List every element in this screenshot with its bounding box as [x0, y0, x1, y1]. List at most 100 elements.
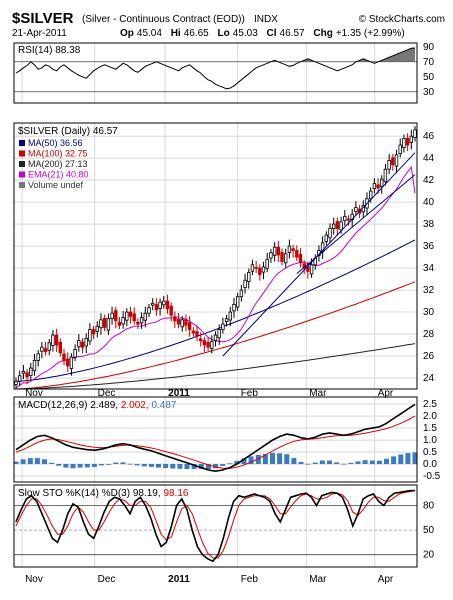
- chart-symbol: $SILVER: [12, 10, 74, 27]
- candle-body: [265, 258, 269, 269]
- price-tick-label: 36: [423, 241, 435, 252]
- candle-body: [343, 215, 347, 221]
- hi-label: Hi: [171, 28, 181, 39]
- macd-histogram-bar: [319, 460, 325, 465]
- sto-k-line: [15, 489, 416, 563]
- candle-body: [125, 311, 129, 321]
- exchange-label: INDX: [254, 14, 278, 25]
- price-tick-label: 44: [423, 153, 435, 164]
- candle-body: [21, 370, 26, 374]
- rsi-line: [15, 47, 416, 90]
- candle-body: [398, 144, 402, 155]
- cl-value: 46.57: [280, 28, 305, 39]
- candle-body: [287, 245, 292, 253]
- macd-histogram-bar: [405, 453, 411, 464]
- macd-signal-value: 2.002,: [121, 400, 152, 411]
- macd-panel: MACD(12,26,9) 2.489, 2.002, 0.487 2.52.01…: [13, 396, 441, 483]
- trend-line: [222, 152, 416, 357]
- x-tick-label: 2011: [168, 574, 190, 585]
- macd-histogram-bar: [49, 462, 55, 464]
- candle-body: [139, 317, 144, 324]
- macd-histogram-bar: [163, 464, 169, 469]
- candle-body: [110, 312, 114, 320]
- brand-label: © StockCharts.com: [359, 14, 445, 25]
- legend-label: EMA(21) 40.80: [28, 170, 89, 180]
- macd-histogram-bar: [91, 464, 97, 467]
- candle-body: [309, 264, 314, 275]
- candle-body: [202, 340, 207, 346]
- candle-body: [376, 184, 380, 189]
- sto-tick-label: 50: [423, 525, 435, 536]
- candle-body: [247, 272, 251, 282]
- candle-body: [180, 319, 184, 328]
- trend-line: [296, 174, 416, 274]
- price-x-tick-label: Nov: [25, 388, 43, 399]
- candle-body: [272, 246, 277, 256]
- macd-histogram-bar: [77, 464, 83, 468]
- macd-histogram-bar: [213, 464, 218, 469]
- chart-name: (Silver - Continuous Contract (EOD)): [82, 14, 245, 25]
- legend-swatch: [19, 171, 25, 178]
- candle-body: [383, 168, 388, 183]
- panel-frame: [13, 42, 418, 104]
- macd-histogram-bar: [312, 462, 318, 464]
- macd-histogram-bar: [156, 464, 161, 468]
- sto-k-value: 98.19,: [133, 488, 164, 499]
- macd-line: [15, 403, 416, 473]
- macd-value: 2.489,: [90, 400, 121, 411]
- candle-body: [191, 330, 195, 334]
- macd-histogram-bar: [63, 464, 69, 468]
- macd-histogram-bar: [177, 464, 183, 469]
- candle-body: [47, 342, 51, 351]
- macd-histogram-bar: [398, 454, 404, 465]
- macd-histogram-bar: [369, 460, 375, 465]
- macd-tick-label: 1.5: [423, 423, 437, 434]
- candle-body: [217, 329, 221, 339]
- candle-body: [40, 346, 44, 352]
- macd-tick-label: 1.0: [423, 435, 437, 446]
- candle-body: [394, 154, 399, 167]
- candle-body: [132, 313, 136, 322]
- candle-body: [176, 319, 181, 325]
- sto-d-line: [15, 490, 416, 559]
- legend-swatch: [19, 140, 25, 146]
- price-tick-label: 46: [423, 131, 435, 142]
- candle-body: [14, 380, 18, 385]
- macd-histogram-bar: [248, 456, 254, 465]
- candle-body: [254, 266, 258, 269]
- price-title: $SILVER (Daily) 46.57: [18, 126, 118, 137]
- price-x-tick-label: Apr: [378, 388, 394, 399]
- price-x-tick-label: Feb: [241, 388, 259, 399]
- macd-tick-label: 0.5: [423, 447, 437, 458]
- op-value: 45.04: [137, 28, 162, 39]
- candle-body: [58, 341, 62, 354]
- chg-label: Chg: [313, 28, 332, 39]
- panel-frame: [13, 396, 418, 483]
- price-x-tick-label: Dec: [98, 388, 116, 399]
- candle-body: [210, 341, 214, 349]
- quote-date: 21-Apr-2011: [12, 28, 67, 39]
- macd-histogram-bar: [334, 462, 340, 465]
- candle-body: [298, 254, 303, 264]
- ma-line-ma200: [15, 343, 416, 390]
- macd-histogram-bar: [113, 462, 119, 464]
- macd-histogram-bar: [141, 464, 147, 467]
- quote-line: Op 45.04 Hi 46.65 Lo 45.03 Cl 46.57 Chg +1.35…: [120, 28, 405, 39]
- macd-histogram-bar: [391, 456, 397, 465]
- macd-tick-label: -0.5: [423, 471, 441, 482]
- candle-body: [158, 301, 162, 310]
- candle-body: [73, 348, 77, 358]
- sto-tick-label: 80: [423, 501, 435, 512]
- candle-body: [154, 304, 159, 311]
- candle-body: [276, 246, 280, 256]
- candle-body: [379, 178, 384, 188]
- candle-body: [29, 367, 33, 377]
- candle-body: [121, 317, 125, 325]
- macd-histogram-bar: [170, 464, 176, 469]
- candle-body: [391, 157, 395, 166]
- macd-histogram-bar: [262, 454, 268, 465]
- candle-body: [206, 341, 210, 348]
- macd-histogram-bar: [227, 463, 233, 465]
- candle-body: [258, 267, 262, 276]
- macd-histogram-bar: [384, 458, 389, 465]
